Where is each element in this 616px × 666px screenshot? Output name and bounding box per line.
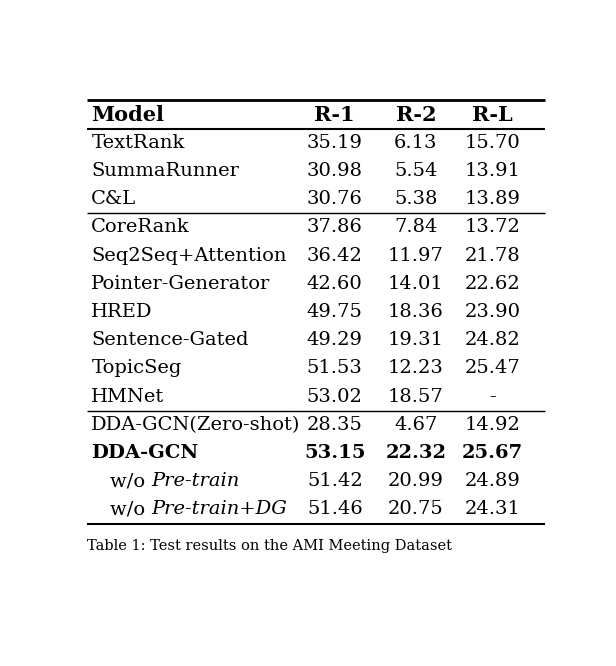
Text: 4.67: 4.67 — [394, 416, 437, 434]
Text: 24.82: 24.82 — [464, 331, 521, 349]
Text: Pointer-Generator: Pointer-Generator — [91, 275, 270, 293]
Text: 7.84: 7.84 — [394, 218, 437, 236]
Text: Model: Model — [91, 105, 164, 125]
Text: 28.35: 28.35 — [307, 416, 363, 434]
Text: R-1: R-1 — [315, 105, 355, 125]
Text: 12.23: 12.23 — [388, 360, 444, 378]
Text: HRED: HRED — [91, 303, 153, 321]
Text: C&L: C&L — [91, 190, 137, 208]
Text: 53.15: 53.15 — [304, 444, 365, 462]
Text: w/o: w/o — [110, 500, 152, 518]
Text: 5.54: 5.54 — [394, 162, 437, 180]
Text: TextRank: TextRank — [91, 134, 185, 152]
Text: 51.42: 51.42 — [307, 472, 363, 490]
Text: 25.67: 25.67 — [462, 444, 523, 462]
Text: 51.53: 51.53 — [307, 360, 363, 378]
Text: 18.36: 18.36 — [388, 303, 444, 321]
Text: w/o: w/o — [110, 472, 152, 490]
Text: 6.13: 6.13 — [394, 134, 438, 152]
Text: Table 1: Test results on the AMI Meeting Dataset: Table 1: Test results on the AMI Meeting… — [86, 539, 452, 553]
Text: 24.89: 24.89 — [464, 472, 521, 490]
Text: 49.29: 49.29 — [307, 331, 363, 349]
Text: 18.57: 18.57 — [388, 388, 444, 406]
Text: 49.75: 49.75 — [307, 303, 363, 321]
Text: DDA-GCN(Zero-shot): DDA-GCN(Zero-shot) — [91, 416, 301, 434]
Text: Pre-train: Pre-train — [152, 472, 240, 490]
Text: 36.42: 36.42 — [307, 246, 363, 264]
Text: 13.72: 13.72 — [464, 218, 521, 236]
Text: 25.47: 25.47 — [464, 360, 521, 378]
Text: R-L: R-L — [472, 105, 513, 125]
Text: DDA-GCN: DDA-GCN — [91, 444, 198, 462]
Text: 11.97: 11.97 — [388, 246, 444, 264]
Text: 13.89: 13.89 — [464, 190, 521, 208]
Text: SummaRunner: SummaRunner — [91, 162, 239, 180]
Text: Seq2Seq+Attention: Seq2Seq+Attention — [91, 246, 287, 264]
Text: 22.32: 22.32 — [386, 444, 447, 462]
Text: HMNet: HMNet — [91, 388, 164, 406]
Text: -: - — [489, 388, 496, 406]
Text: 21.78: 21.78 — [464, 246, 521, 264]
Text: TopicSeg: TopicSeg — [91, 360, 182, 378]
Text: Sentence-Gated: Sentence-Gated — [91, 331, 249, 349]
Text: 37.86: 37.86 — [307, 218, 363, 236]
Text: 22.62: 22.62 — [464, 275, 521, 293]
Text: Pre-train+DG: Pre-train+DG — [152, 500, 288, 518]
Text: 20.99: 20.99 — [388, 472, 444, 490]
Text: 14.01: 14.01 — [388, 275, 444, 293]
Text: R-2: R-2 — [395, 105, 436, 125]
Text: 30.76: 30.76 — [307, 190, 363, 208]
Text: 51.46: 51.46 — [307, 500, 363, 518]
Text: 53.02: 53.02 — [307, 388, 363, 406]
Text: 19.31: 19.31 — [388, 331, 444, 349]
Text: 5.38: 5.38 — [394, 190, 438, 208]
Text: 42.60: 42.60 — [307, 275, 363, 293]
Text: 13.91: 13.91 — [464, 162, 521, 180]
Text: 30.98: 30.98 — [307, 162, 363, 180]
Text: 20.75: 20.75 — [388, 500, 444, 518]
Text: CoreRank: CoreRank — [91, 218, 190, 236]
Text: 23.90: 23.90 — [464, 303, 521, 321]
Text: 15.70: 15.70 — [464, 134, 521, 152]
Text: 14.92: 14.92 — [464, 416, 521, 434]
Text: 35.19: 35.19 — [307, 134, 363, 152]
Text: 24.31: 24.31 — [464, 500, 521, 518]
